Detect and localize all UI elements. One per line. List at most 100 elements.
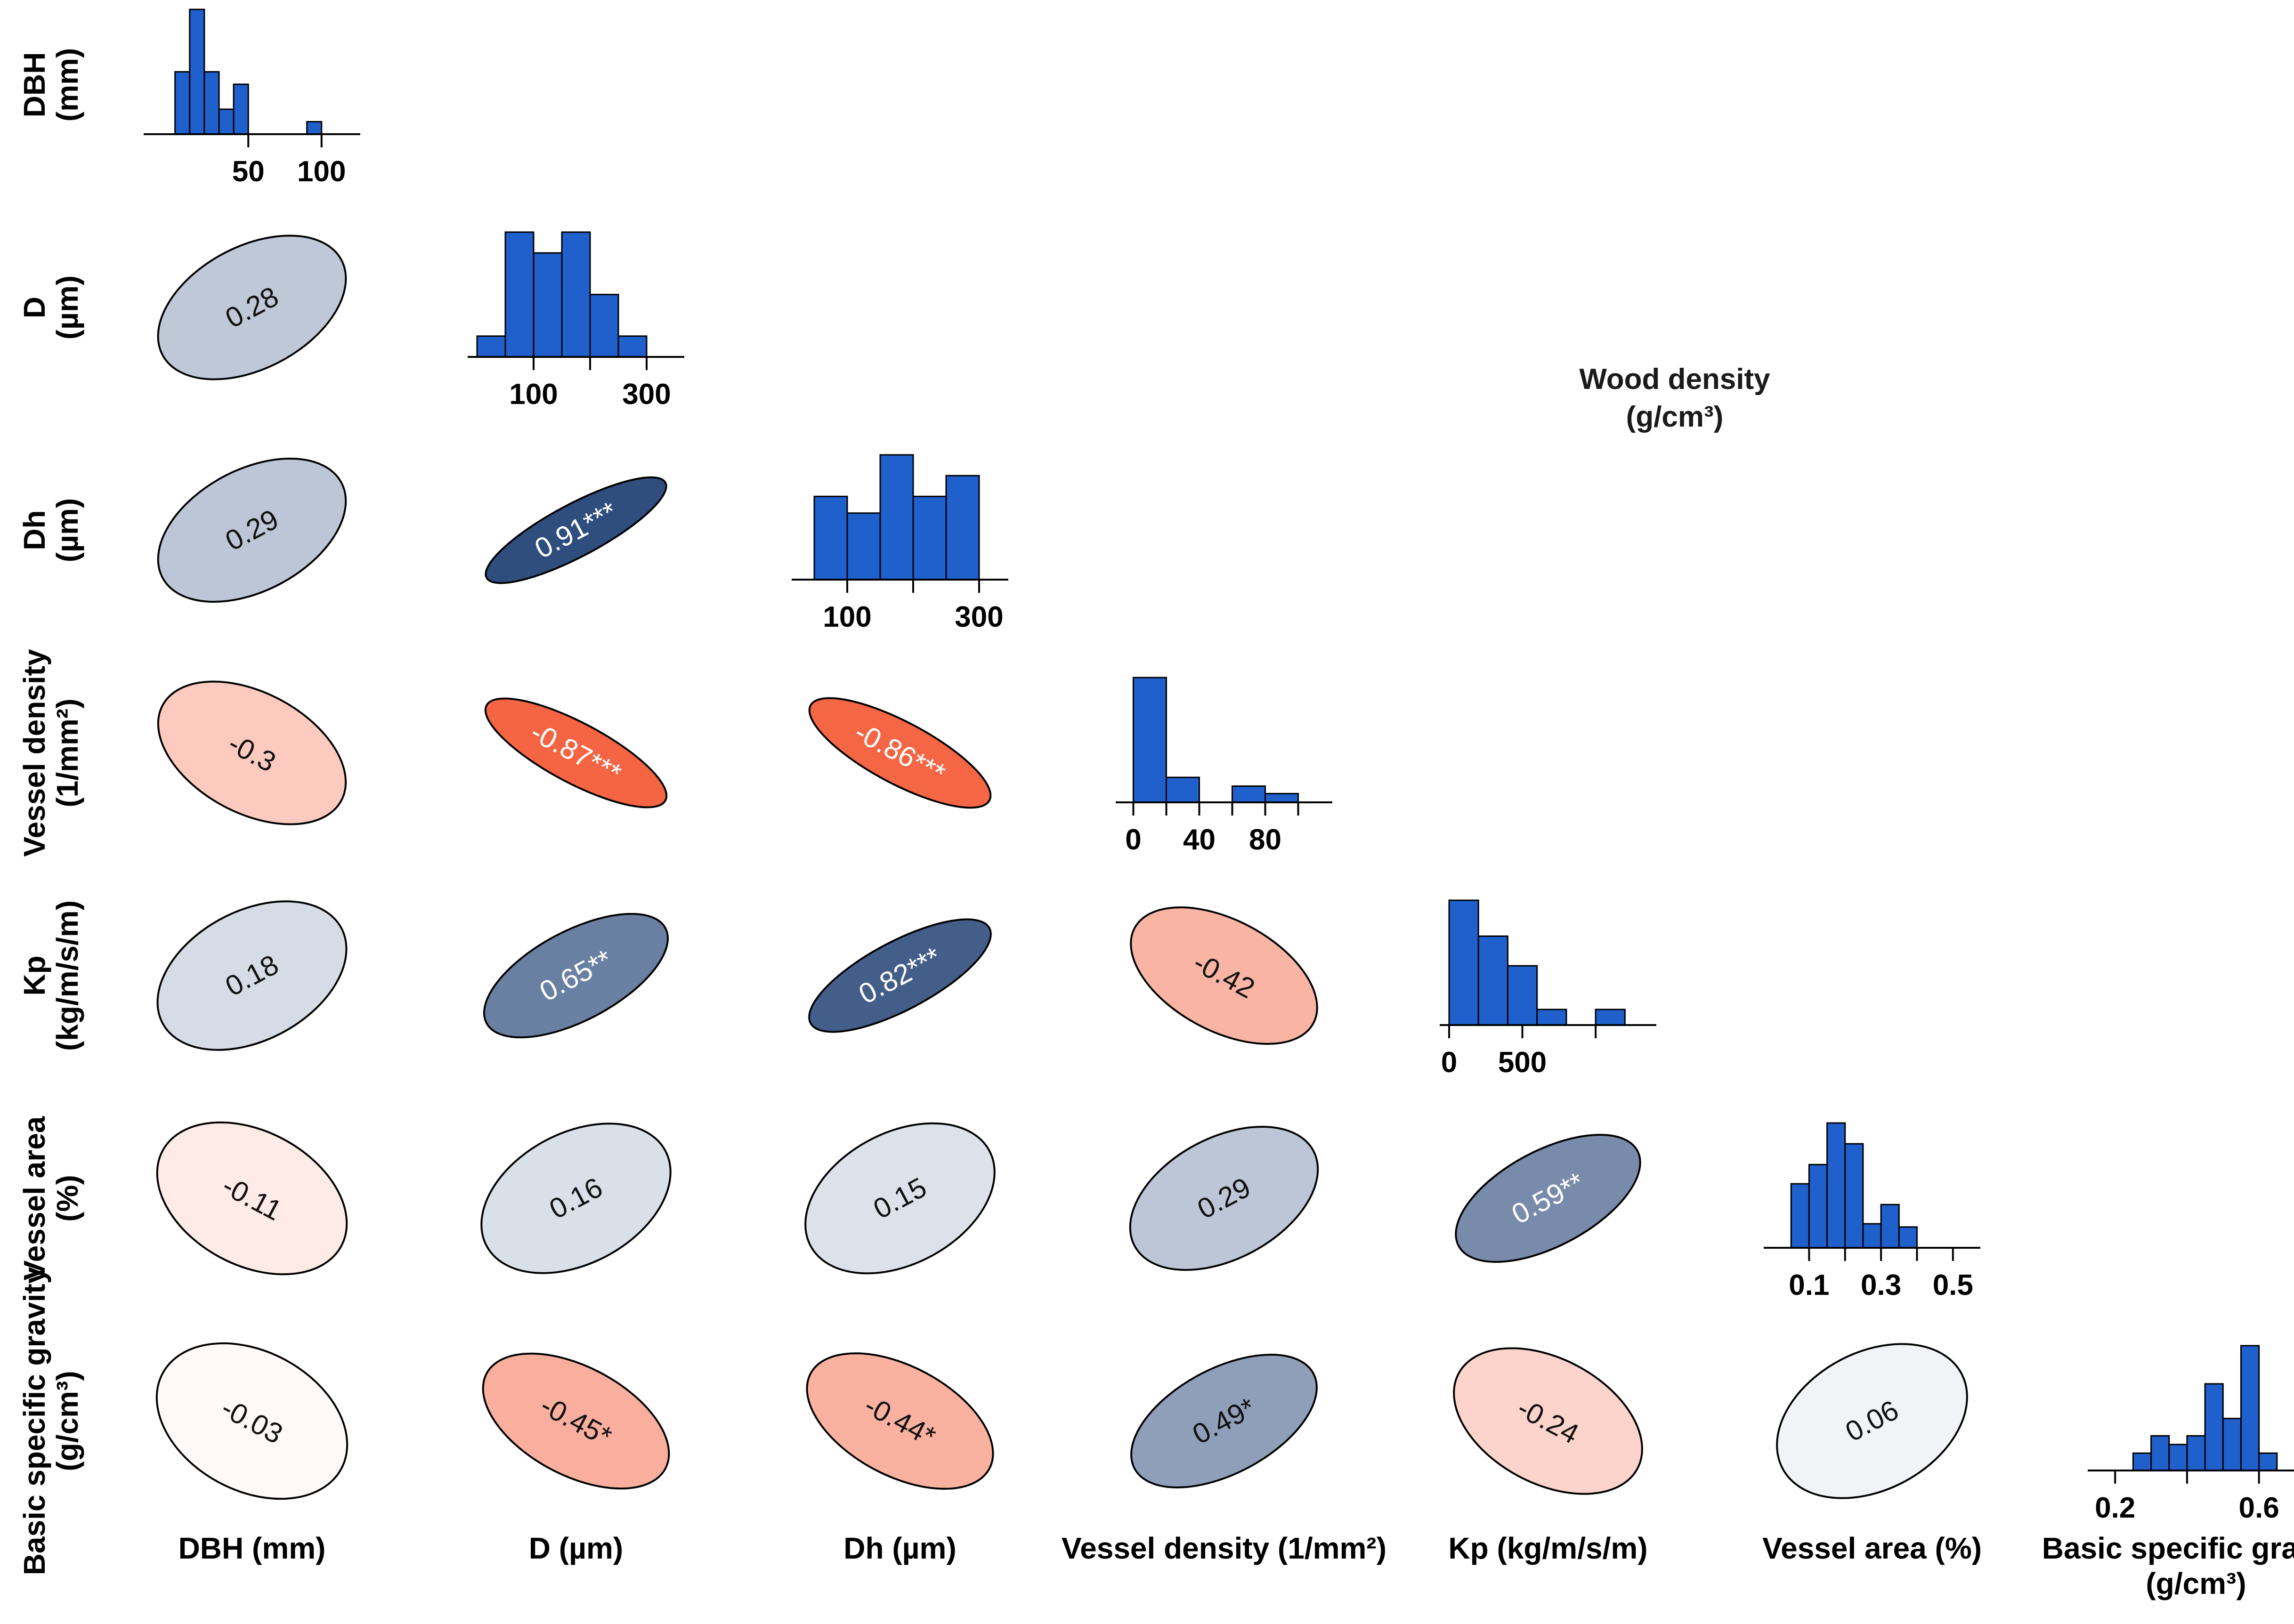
correlation-cell: -0.11 — [156, 1121, 348, 1276]
histogram-bar — [2258, 1452, 2278, 1471]
figure-title-line1: Wood density — [1579, 363, 1770, 396]
histogram-bar — [1232, 785, 1266, 803]
histogram-vd: 0 40 80 — [1116, 677, 1332, 856]
correlation-cell: -0.86*** — [808, 697, 992, 809]
correlation-cell: 0.28 — [157, 234, 347, 380]
correlation-cell: -0.24 — [1453, 1347, 1643, 1495]
matrix-cells: DBH(mm)D(µm)Dh(µm)Vessel density(1/mm²)K… — [17, 8, 2294, 1600]
histogram-tick-label: 100 — [297, 155, 346, 188]
correlation-ellipse — [1776, 1343, 1968, 1499]
histogram-bar — [533, 252, 563, 358]
row-label-va-unit: (%) — [50, 1175, 84, 1222]
correlation-ellipse — [156, 900, 348, 1051]
histogram-bar — [945, 475, 980, 581]
col-label-va: Vessel area (%) — [1762, 1531, 1982, 1565]
correlation-ellipse — [1130, 1354, 1318, 1488]
histogram-bar — [1166, 776, 1200, 803]
correlation-ellipse — [808, 918, 992, 1033]
row-label-d-name: D — [17, 297, 51, 318]
histogram-bsg: 0.2 0.6 — [2088, 1345, 2294, 1524]
histogram-bar — [1790, 1183, 1810, 1249]
correlation-cell: 0.59** — [1455, 1134, 1641, 1263]
correlation-ellipse — [157, 234, 347, 380]
col-label-d: D (µm) — [529, 1531, 623, 1565]
histogram-bar — [1507, 965, 1538, 1026]
histogram-bar — [617, 335, 648, 358]
histogram-bar — [2150, 1435, 2170, 1471]
histogram-tick-label: 0 — [1125, 824, 1141, 856]
correlation-cell: -0.45* — [482, 1352, 670, 1490]
histogram-tick-label: 0.3 — [1861, 1269, 1901, 1301]
histogram-tick-label: 50 — [232, 155, 265, 188]
histogram-bar — [1265, 792, 1299, 803]
histogram-bar — [912, 495, 947, 581]
correlation-ellipse — [155, 1342, 349, 1500]
histogram-tick-label: 0.5 — [1933, 1269, 1973, 1301]
row-label-kp-name: Kp — [17, 955, 51, 995]
figure-title-line2: (g/cm³) — [1626, 401, 1724, 433]
row-label-bsg-unit: (g/cm³) — [50, 1371, 84, 1471]
correlation-cell: 0.18 — [156, 900, 348, 1051]
histogram-bar — [879, 454, 914, 581]
correlation-ellipse — [806, 1352, 994, 1490]
histogram-tick-label: 80 — [1249, 824, 1281, 856]
col-label-dh: Dh (µm) — [843, 1531, 957, 1565]
correlation-ellipse — [484, 697, 668, 808]
correlation-cell: 0.91*** — [485, 476, 667, 584]
row-label-d-unit: (µm) — [50, 275, 84, 339]
histogram-bar — [2204, 1383, 2224, 1471]
histogram-tick-label: 300 — [955, 601, 1003, 633]
histogram-tick-label: 0.6 — [2239, 1492, 2279, 1524]
correlation-ellipse — [480, 1123, 672, 1274]
row-label-dbh-unit: (mm) — [50, 48, 84, 121]
correlation-cell: 0.06 — [1776, 1343, 1968, 1499]
histogram-bar — [233, 83, 249, 135]
histogram-bar — [1448, 899, 1479, 1026]
correlation-ellipse — [156, 1121, 348, 1276]
correlation-cell: -0.44* — [806, 1352, 994, 1490]
row-label-bsg-name: Basic specific gravity — [17, 1267, 51, 1575]
row-label-dh-name: Dh — [17, 510, 51, 550]
histogram-bar — [2132, 1452, 2152, 1471]
histogram-bar — [504, 231, 535, 358]
row-label-vd-unit: (1/mm²) — [50, 698, 84, 807]
histogram-bar — [1133, 677, 1167, 803]
histogram-bar — [1595, 1009, 1626, 1026]
col-label-kp: Kp (kg/m/s/m) — [1448, 1531, 1647, 1565]
correlation-cell: 0.16 — [480, 1123, 672, 1274]
correlation-cell: -0.87*** — [484, 697, 668, 808]
correlation-cell: 0.29 — [157, 457, 347, 603]
histogram-tick-label: 100 — [823, 601, 871, 633]
correlation-ellipse — [1455, 1134, 1641, 1263]
histogram-bar — [813, 495, 848, 581]
col-label-dbh: DBH (mm) — [178, 1531, 326, 1565]
row-label-dh-unit: (µm) — [50, 498, 84, 562]
histogram-dbh: 50 100 — [144, 8, 360, 188]
correlation-ellipse — [485, 476, 667, 584]
histogram-dh: 100 300 — [792, 454, 1008, 633]
histogram-tick-label: 300 — [622, 378, 671, 411]
histogram-bar — [2168, 1444, 2188, 1471]
histogram-bar — [1844, 1143, 1864, 1249]
correlation-ellipse — [1129, 1125, 1319, 1271]
correlation-cell: 0.82*** — [808, 918, 992, 1033]
histogram-bar — [1826, 1122, 1846, 1249]
histogram-bar — [2186, 1435, 2206, 1471]
correlation-ellipse — [1130, 906, 1318, 1045]
histogram-bar — [589, 294, 619, 358]
histogram-bar — [1808, 1163, 1828, 1249]
histogram-tick-label: 0.1 — [1789, 1269, 1829, 1301]
histogram-bar — [561, 231, 591, 358]
correlation-cell: -0.03 — [155, 1342, 349, 1500]
correlation-ellipse — [804, 1122, 996, 1275]
histogram-bar — [306, 121, 323, 135]
histogram-d: 100 300 — [468, 231, 684, 411]
histogram-tick-label: 500 — [1498, 1046, 1547, 1079]
correlation-ellipse — [808, 697, 992, 809]
histogram-bar — [1536, 1009, 1567, 1026]
histogram-kp: 0 500 — [1440, 899, 1656, 1079]
histogram-bar — [1862, 1223, 1882, 1249]
correlation-cell: 0.29 — [1129, 1125, 1319, 1271]
histogram-tick-label: 100 — [509, 378, 558, 411]
